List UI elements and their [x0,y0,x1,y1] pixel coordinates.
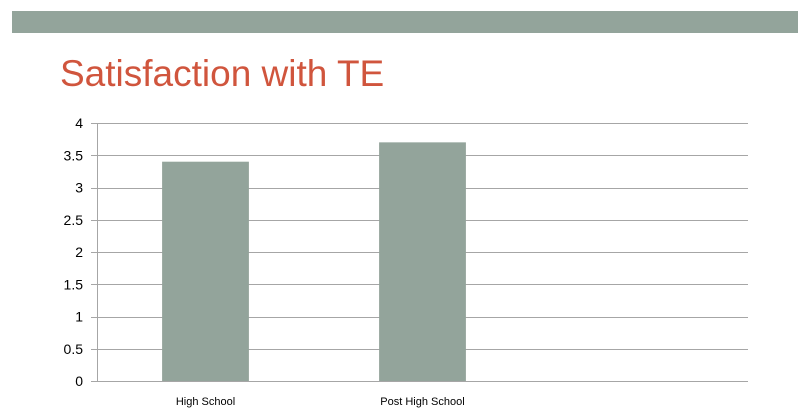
x-axis-ticks: High School Post High School [176,396,465,408]
bar [379,142,466,381]
header-band [12,11,798,33]
y-tick-label: 2 [75,244,83,260]
y-tick-label: 2.5 [64,212,84,228]
slide-title: Satisfaction with TE [60,53,385,94]
x-tick-label: Post High School [380,396,464,408]
bar [162,161,249,381]
y-tick-label: 3.5 [64,147,84,163]
bars [162,142,466,381]
x-tick-label: High School [176,396,235,408]
y-tick-label: 4 [75,115,83,131]
y-tick-label: 0 [75,373,83,389]
y-tick-label: 1 [75,309,83,325]
y-tick-label: 0.5 [64,341,84,357]
y-tick-label: 1.5 [64,276,84,292]
y-tick-label: 3 [75,180,83,196]
y-axis-ticks: 0 0.5 1 1.5 2 2.5 3 3.5 4 [64,115,84,389]
